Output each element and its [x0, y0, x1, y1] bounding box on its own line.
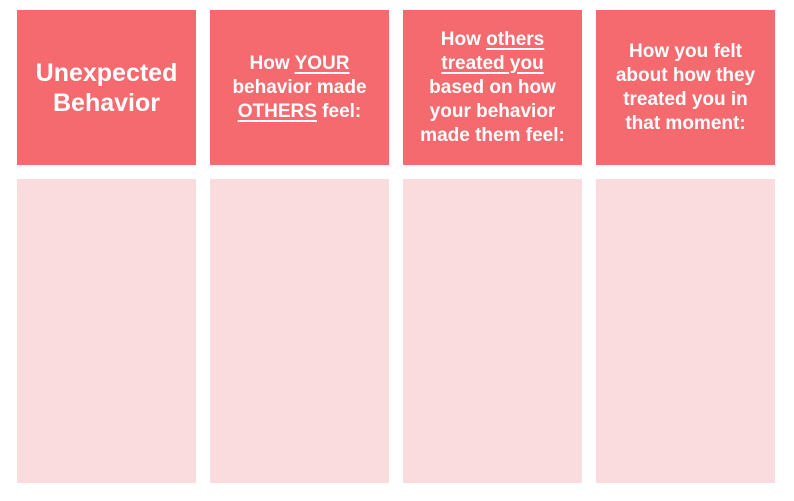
header-text-line: How YOUR [249, 52, 350, 74]
header-text-line: based on how [429, 76, 556, 98]
header-text-line: treated you in [623, 88, 748, 110]
body-cell-how-you-felt [596, 179, 775, 483]
header-text-line: about how they [615, 64, 756, 86]
column-how-you-felt: How you felt about how they treated you in… [596, 10, 775, 483]
column-how-others-treated-you: How others treated you based on how your be… [403, 10, 582, 483]
header-text-line: Unexpected [35, 58, 178, 87]
header-text-line: How others [440, 28, 545, 50]
header-text-line: OTHERS feel: [237, 100, 362, 122]
header-text-line: made them feel: [420, 124, 565, 146]
body-cell-how-others-treated-you [403, 179, 582, 483]
body-cell-your-behavior-made-others-feel [210, 179, 389, 483]
header-unexpected-behavior: Unexpected Behavior [17, 10, 196, 165]
header-text-line: your behavior [429, 100, 556, 122]
column-your-behavior-made-others-feel: How YOUR behavior made OTHERS feel: [210, 10, 389, 483]
header-text-line: that moment: [625, 112, 746, 134]
worksheet-grid: Unexpected Behavior How YOUR behavior made… [17, 10, 775, 483]
column-unexpected-behavior: Unexpected Behavior [17, 10, 196, 483]
header-text-line: How you felt [629, 40, 742, 62]
header-how-you-felt: How you felt about how they treated you in… [596, 10, 775, 165]
header-how-others-treated-you: How others treated you based on how your be… [403, 10, 582, 165]
header-text-line: treated you [441, 52, 544, 74]
header-your-behavior-made-others-feel: How YOUR behavior made OTHERS feel: [210, 10, 389, 165]
header-text-line: Behavior [53, 88, 160, 117]
header-text-line: behavior made [232, 76, 367, 98]
body-cell-unexpected-behavior [17, 179, 196, 483]
